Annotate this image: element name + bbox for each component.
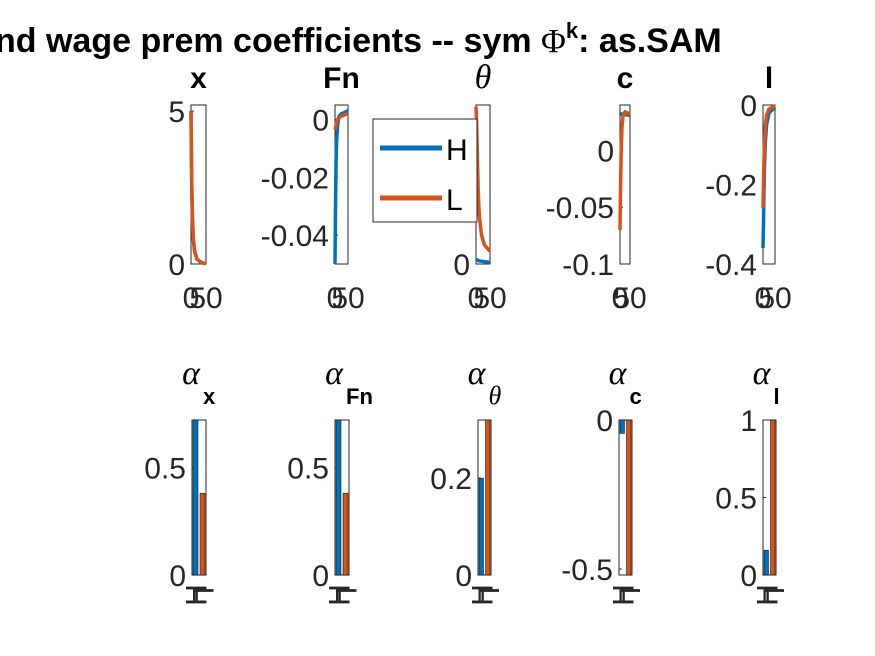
series-line-l xyxy=(761,104,776,209)
xtick-label-h: H xyxy=(179,584,212,606)
panel-title-subscript: x xyxy=(203,384,216,409)
legend-label-h: H xyxy=(446,134,468,167)
panel-title: l xyxy=(765,62,773,95)
panel-title: α xyxy=(468,355,487,392)
xtick-label-l: L xyxy=(471,587,504,604)
bar-l xyxy=(485,419,491,576)
panel-8: αθ 0 0.2 HL xyxy=(430,355,504,606)
panel-title-subscript: θ xyxy=(489,381,502,410)
bar-l xyxy=(626,419,632,576)
panel-title: α xyxy=(753,355,772,392)
xtick-label-l: L xyxy=(756,587,789,604)
xtick-label-h: H xyxy=(750,584,783,606)
xtick-label-h: H xyxy=(322,584,355,606)
ytick-label: -0.02 xyxy=(261,162,329,195)
ytick-label: 1 xyxy=(740,405,757,438)
ytick-label: 0 xyxy=(740,560,757,593)
ytick-label: -0.04 xyxy=(261,220,329,253)
panel-title: α xyxy=(325,355,344,392)
suptitle-sup: k xyxy=(566,18,579,43)
legend-box xyxy=(372,118,478,223)
series-line-h xyxy=(333,109,349,265)
bar-l xyxy=(770,419,776,576)
ytick-label: 5 xyxy=(168,96,185,129)
panel-title: c xyxy=(617,62,634,95)
ytick-label: -0.4 xyxy=(705,249,757,282)
ytick-label: 0 xyxy=(455,560,472,593)
xtick-label: 0 xyxy=(755,282,772,315)
ytick-label: 0.5 xyxy=(715,483,757,516)
panel-6: αx 0 0.5 HL xyxy=(144,355,219,606)
xtick-label: 0 xyxy=(468,282,485,315)
panel-9: αc -0.5 0 HL xyxy=(561,355,645,606)
series-line-h xyxy=(475,257,491,265)
ytick-label: -0.1 xyxy=(562,249,614,282)
ytick-label: 0 xyxy=(312,104,329,137)
legend-label-l: L xyxy=(446,184,463,217)
xtick-label-l: L xyxy=(186,587,219,604)
bar-h xyxy=(335,419,342,576)
bar-h xyxy=(763,549,769,576)
xtick-label: 50 xyxy=(758,282,791,315)
ytick-label: 0 xyxy=(312,560,329,593)
xtick-label-l: L xyxy=(329,587,362,604)
suptitle-pre: nd wage prem coefficients -- sym xyxy=(0,22,541,60)
xtick-label-l: L xyxy=(612,587,645,604)
panel-10: αl 0 0.5 1 HL xyxy=(715,355,789,606)
panel-7: αFn 0 0.5 HL xyxy=(287,355,373,606)
ytick-label: -0.05 xyxy=(546,192,614,225)
legend: H L xyxy=(372,118,478,223)
series-line-h xyxy=(618,111,631,117)
xtick-label: 0 xyxy=(327,282,344,315)
panel-title: Fn xyxy=(323,62,360,95)
bar-l xyxy=(199,492,206,576)
ytick-label: 0 xyxy=(740,90,757,123)
ytick-label: -0.2 xyxy=(705,170,757,203)
xtick-label: 0 xyxy=(183,282,200,315)
ytick-label: 0.2 xyxy=(430,463,472,496)
ytick-label: 0 xyxy=(168,249,185,282)
panel-title-subscript: Fn xyxy=(346,384,373,409)
xtick-label: 50 xyxy=(613,282,646,315)
bar-h xyxy=(619,419,625,434)
series-line-l xyxy=(189,111,207,266)
panel-title-subscript: c xyxy=(630,384,642,409)
ytick-label: 0 xyxy=(453,249,470,282)
ytick-label: 0.5 xyxy=(144,452,186,485)
xtick-label-h: H xyxy=(465,584,498,606)
bar-h xyxy=(192,419,199,576)
series-line-l xyxy=(333,112,349,131)
panel-title: α xyxy=(182,355,201,392)
xtick-label: 0 xyxy=(612,282,629,315)
panel-title: x xyxy=(190,62,207,95)
panel-title: θ xyxy=(475,59,492,96)
ytick-label: 0 xyxy=(597,135,614,168)
ytick-label: 0.5 xyxy=(287,452,329,485)
figure-suptitle: nd wage prem coefficients -- sym Φk: as.… xyxy=(0,18,722,60)
bar-h xyxy=(478,477,484,576)
suptitle-phi: Φ xyxy=(541,23,566,60)
panel-title-subscript: l xyxy=(774,384,780,409)
xtick-label: 50 xyxy=(189,282,222,315)
xtick-label-h: H xyxy=(606,584,639,606)
bar-l xyxy=(342,492,349,576)
panel-title: α xyxy=(609,355,628,392)
panels: x05050Fn-0.04-0.020050θ0050c-0.1-0.05005… xyxy=(144,59,791,606)
ytick-label: 0 xyxy=(596,405,613,438)
xtick-label: 50 xyxy=(331,282,364,315)
xtick-label: 50 xyxy=(473,282,506,315)
ytick-label: -0.5 xyxy=(561,554,613,587)
series-line-l xyxy=(618,110,631,230)
ytick-label: 0 xyxy=(169,560,186,593)
suptitle-post: : as.SAM xyxy=(578,22,722,60)
